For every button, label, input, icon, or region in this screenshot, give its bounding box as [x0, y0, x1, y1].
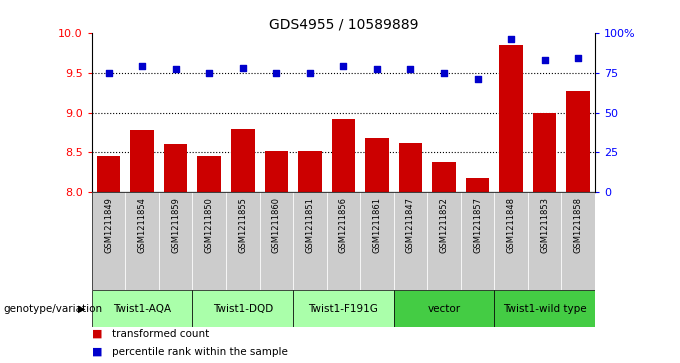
- Bar: [494, 290, 595, 327]
- Text: GSM1211852: GSM1211852: [439, 197, 449, 253]
- Bar: [231, 129, 254, 192]
- Bar: [92, 290, 192, 327]
- Text: GSM1211857: GSM1211857: [473, 197, 482, 253]
- Text: genotype/variation: genotype/variation: [3, 303, 103, 314]
- Text: GSM1211848: GSM1211848: [507, 197, 515, 253]
- Text: GSM1211856: GSM1211856: [339, 197, 348, 253]
- Bar: [159, 192, 192, 290]
- Point: [405, 66, 416, 72]
- Point: [371, 66, 382, 72]
- Text: Twist1-AQA: Twist1-AQA: [113, 303, 171, 314]
- Bar: [293, 290, 394, 327]
- Bar: [398, 143, 422, 192]
- Text: Twist1-DQD: Twist1-DQD: [213, 303, 273, 314]
- Text: GSM1211847: GSM1211847: [406, 197, 415, 253]
- Bar: [566, 91, 590, 192]
- Bar: [265, 151, 288, 192]
- Text: GSM1211859: GSM1211859: [171, 197, 180, 253]
- Bar: [197, 156, 221, 192]
- Bar: [461, 192, 494, 290]
- Bar: [97, 156, 120, 192]
- Bar: [192, 290, 293, 327]
- Point: [237, 65, 248, 71]
- Bar: [427, 192, 461, 290]
- Point: [305, 70, 316, 76]
- Text: GSM1211861: GSM1211861: [373, 197, 381, 253]
- Bar: [192, 192, 226, 290]
- Point: [137, 63, 148, 69]
- Bar: [164, 144, 188, 192]
- Bar: [125, 192, 159, 290]
- Text: GSM1211850: GSM1211850: [205, 197, 214, 253]
- Bar: [528, 192, 562, 290]
- Bar: [466, 178, 490, 192]
- Text: transformed count: transformed count: [112, 329, 209, 339]
- Bar: [326, 192, 360, 290]
- Text: vector: vector: [428, 303, 460, 314]
- Text: ■: ■: [92, 347, 102, 357]
- Text: Twist1-F191G: Twist1-F191G: [309, 303, 378, 314]
- Bar: [360, 192, 394, 290]
- Bar: [131, 130, 154, 192]
- Bar: [394, 192, 427, 290]
- Point: [271, 70, 282, 76]
- Text: GSM1211853: GSM1211853: [540, 197, 549, 253]
- Bar: [226, 192, 260, 290]
- Point: [204, 70, 215, 76]
- Point: [539, 57, 550, 63]
- Bar: [432, 162, 456, 192]
- Text: GSM1211849: GSM1211849: [104, 197, 113, 253]
- Bar: [293, 192, 326, 290]
- Point: [573, 55, 583, 61]
- Bar: [365, 138, 389, 192]
- Text: GSM1211851: GSM1211851: [305, 197, 314, 253]
- Title: GDS4955 / 10589889: GDS4955 / 10589889: [269, 17, 418, 32]
- Point: [338, 63, 349, 69]
- Bar: [92, 192, 125, 290]
- Bar: [499, 45, 523, 192]
- Text: Twist1-wild type: Twist1-wild type: [503, 303, 586, 314]
- Point: [472, 76, 483, 82]
- Point: [506, 36, 517, 42]
- Text: GSM1211858: GSM1211858: [574, 197, 583, 253]
- Text: GSM1211860: GSM1211860: [272, 197, 281, 253]
- Point: [103, 70, 114, 76]
- Bar: [332, 119, 355, 192]
- Bar: [260, 192, 293, 290]
- Text: GSM1211855: GSM1211855: [238, 197, 248, 253]
- Point: [439, 70, 449, 76]
- Bar: [394, 290, 494, 327]
- Text: GSM1211854: GSM1211854: [137, 197, 147, 253]
- Bar: [562, 192, 595, 290]
- Text: percentile rank within the sample: percentile rank within the sample: [112, 347, 288, 357]
- Text: ■: ■: [92, 329, 102, 339]
- Point: [170, 66, 181, 72]
- Bar: [533, 113, 556, 192]
- Bar: [494, 192, 528, 290]
- Bar: [298, 151, 322, 192]
- Text: ▶: ▶: [78, 303, 85, 314]
